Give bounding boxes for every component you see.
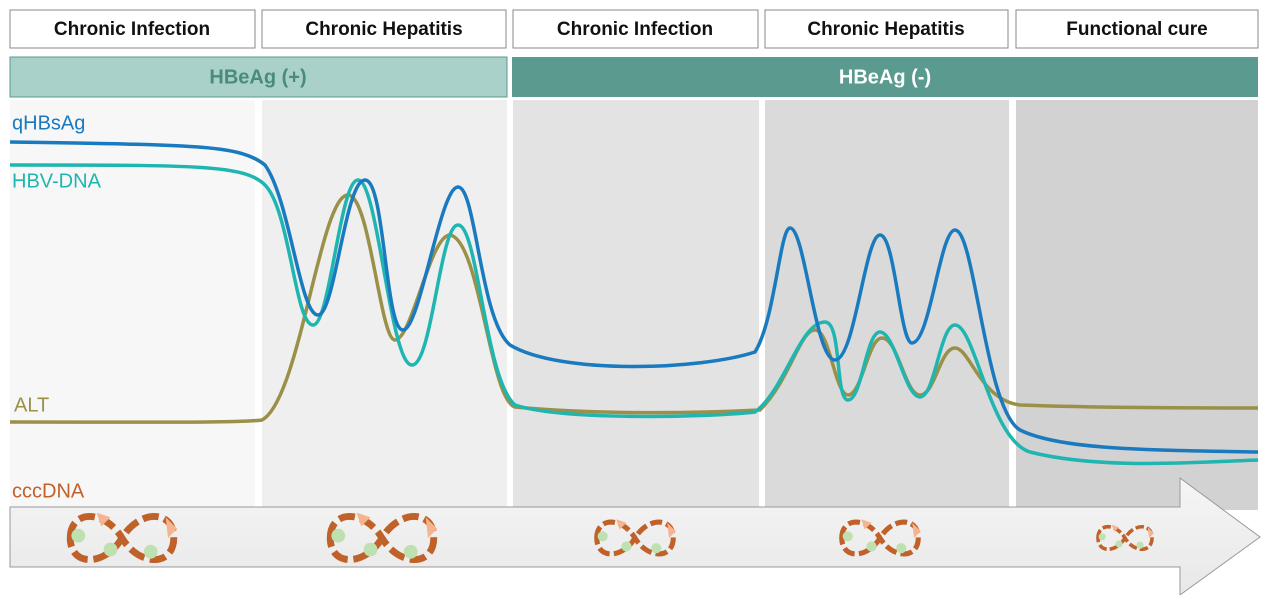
curve-label: cccDNA [12, 480, 85, 502]
phase-label: Chronic Hepatitis [305, 19, 462, 40]
hbeag-label: HBeAg (+) [209, 66, 306, 88]
hbeag-label: HBeAg (-) [839, 66, 931, 88]
phase-label: Chronic Infection [557, 19, 713, 40]
phase-label: Chronic Infection [54, 19, 210, 40]
phase-label: Functional cure [1066, 19, 1207, 40]
phase-label: Chronic Hepatitis [807, 19, 964, 40]
curve-label: qHBsAg [12, 112, 85, 134]
curve-label: HBV-DNA [12, 170, 102, 192]
diagram: Chronic Infection Chronic Hepatitis Chro… [0, 0, 1263, 595]
curve-label: ALT [14, 394, 49, 416]
phase-headers: Chronic Infection Chronic Hepatitis Chro… [10, 10, 1258, 48]
backgrounds [10, 100, 1258, 510]
